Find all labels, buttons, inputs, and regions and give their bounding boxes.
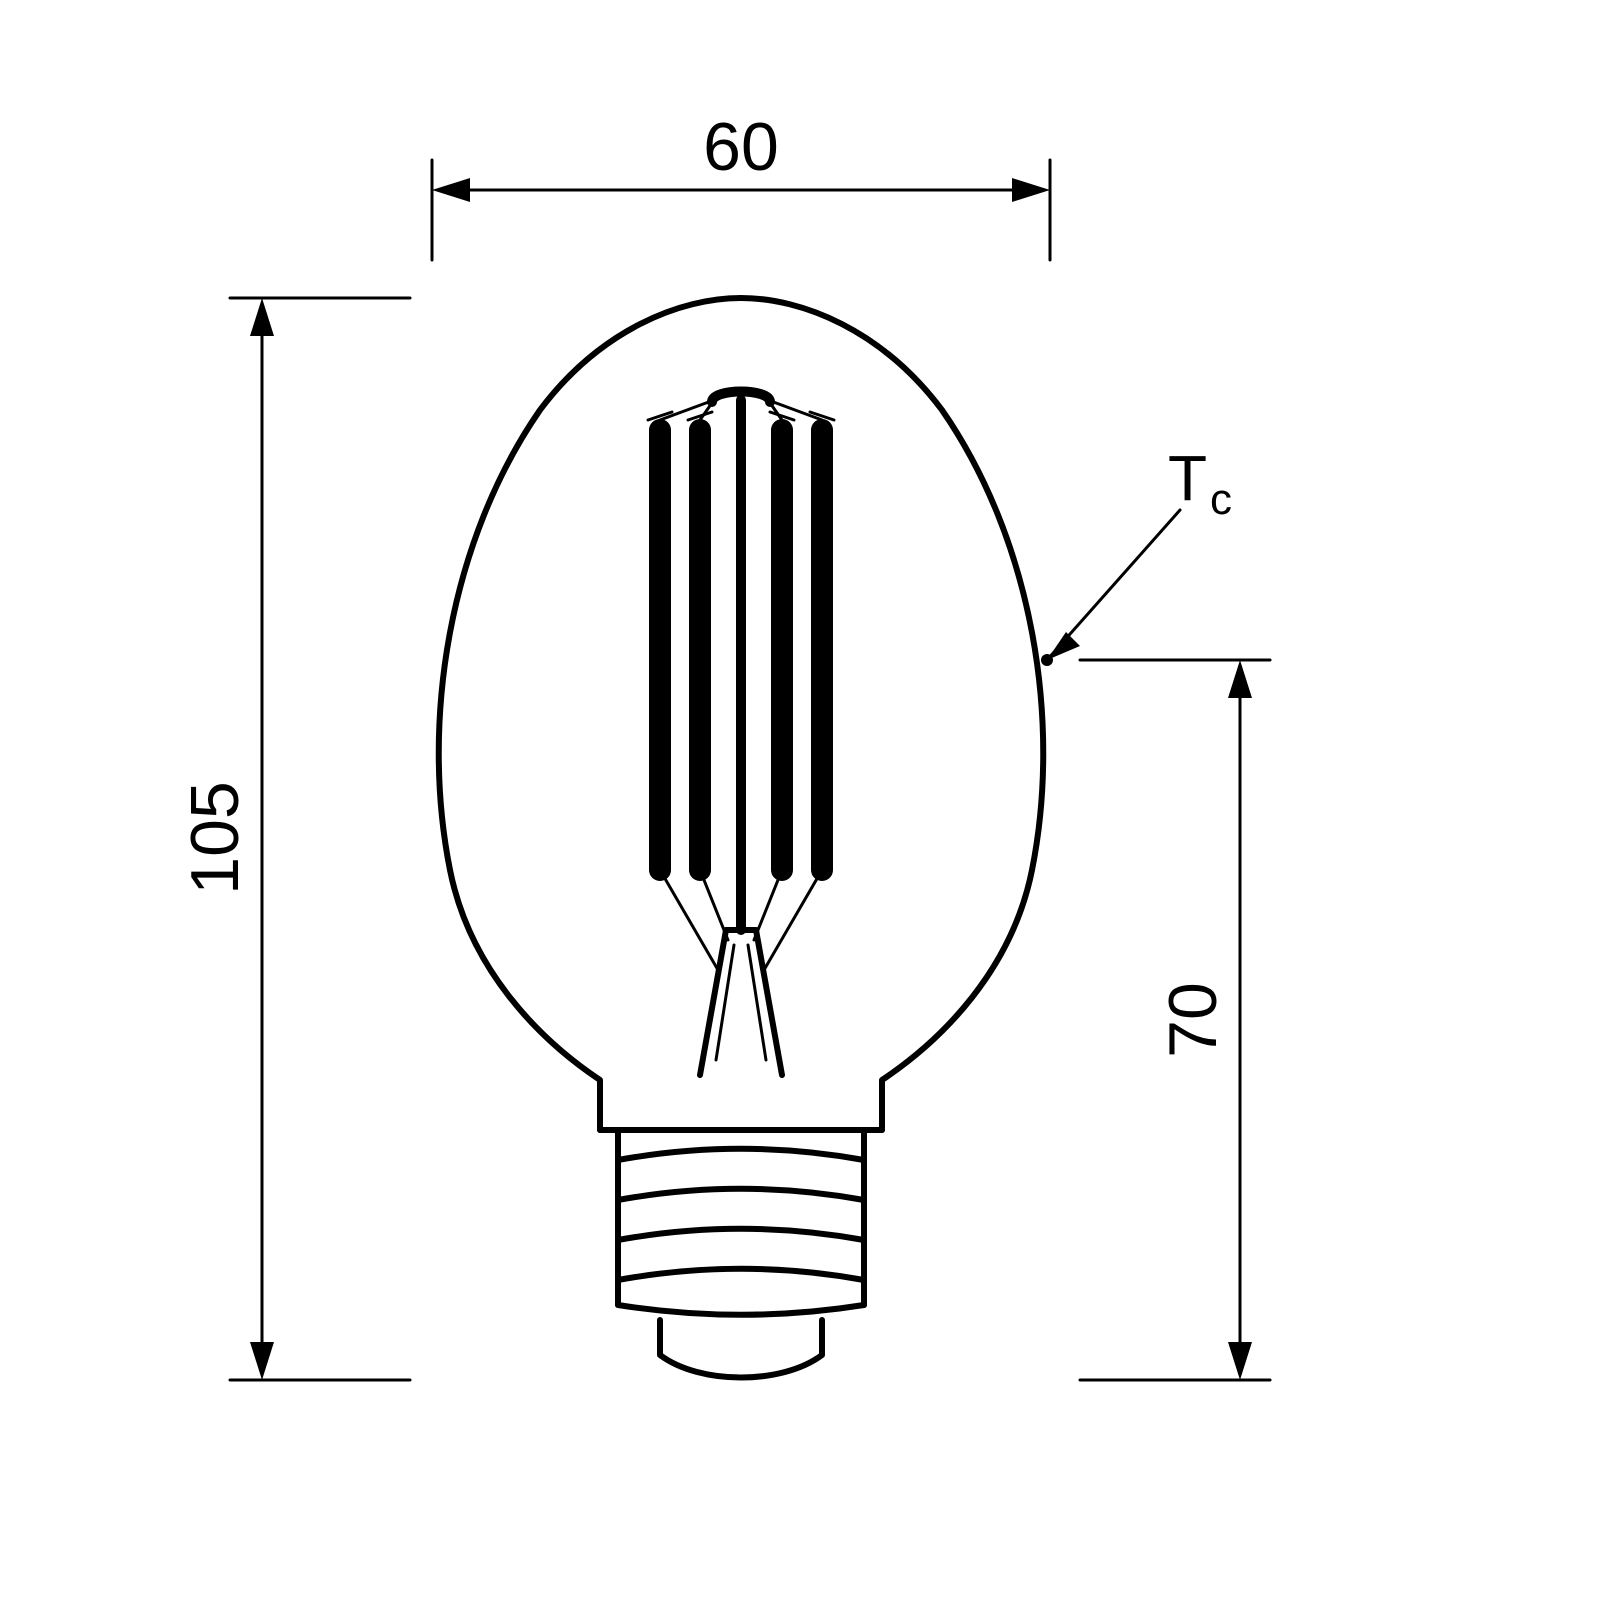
tc-marker: T c [1041, 442, 1232, 666]
tc-label-main: T [1168, 442, 1207, 514]
dimension-width: 60 [432, 109, 1050, 260]
dimension-tc-value: 70 [1155, 982, 1231, 1058]
dimension-height-value: 105 [177, 781, 253, 894]
dimension-tc-height: 70 [1080, 660, 1270, 1380]
dimension-width-value: 60 [703, 109, 779, 185]
dimension-height: 105 [177, 298, 410, 1380]
tc-label-sub: c [1210, 475, 1232, 524]
screw-base [600, 1130, 882, 1378]
internals [648, 392, 834, 1076]
lamp-dimension-drawing: 60 105 70 T c [0, 0, 1600, 1600]
